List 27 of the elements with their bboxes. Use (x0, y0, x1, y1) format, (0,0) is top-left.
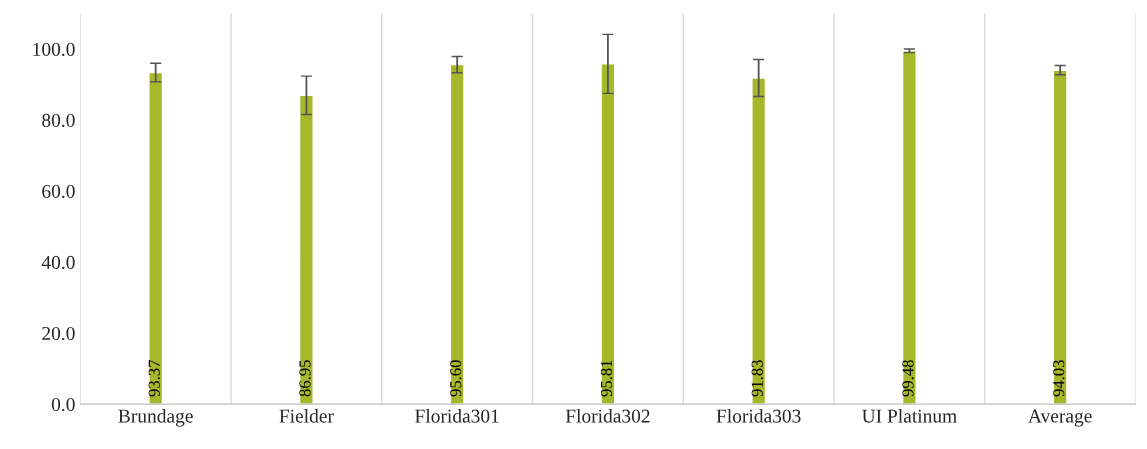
data-label: 95.81 (600, 360, 613, 397)
y-tick-label: 40.0 (41, 255, 75, 270)
data-label: 99.48 (902, 360, 914, 397)
bar (298, 94, 314, 405)
y-tick-label: 100.0 (33, 42, 75, 56)
bar (751, 77, 767, 405)
x-tick-label: Florida302 (565, 408, 650, 423)
data-label: 93.37 (148, 359, 160, 397)
data-label: 91.83 (751, 360, 763, 397)
x-tick-label: UI Platinum (862, 408, 957, 423)
data-label: 86.95 (299, 360, 311, 397)
bar (1052, 69, 1068, 405)
bar (148, 71, 164, 405)
y-tick-label: 0.0 (51, 397, 75, 412)
x-tick-label: Florida301 (415, 408, 499, 423)
bar (901, 50, 917, 405)
x-tick-label: Average (1028, 409, 1092, 427)
bar (449, 63, 465, 405)
y-tick-label: 80.0 (42, 113, 75, 128)
y-tick-label: 60.0 (42, 184, 75, 199)
bar (600, 63, 616, 405)
x-tick-label: Fielder (279, 408, 334, 423)
x-tick-label: Florida303 (716, 408, 801, 423)
data-label: 94.03 (1053, 360, 1065, 397)
y-tick-label: 20.0 (42, 326, 75, 341)
data-label: 95.60 (450, 360, 462, 397)
x-tick-label: Brundage (118, 408, 193, 427)
